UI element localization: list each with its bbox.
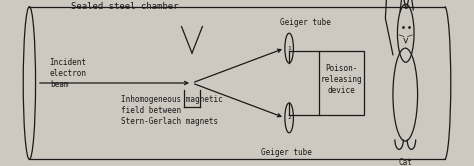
Text: 1: 1: [287, 46, 291, 51]
Text: Geiger tube: Geiger tube: [261, 148, 312, 157]
Text: Sealed steel chamber: Sealed steel chamber: [71, 2, 179, 11]
Text: Geiger tube: Geiger tube: [280, 18, 331, 27]
Text: 2: 2: [287, 115, 291, 120]
Text: Cat: Cat: [398, 158, 412, 166]
Text: Incident
electron
beam: Incident electron beam: [50, 58, 87, 89]
Text: Poison-
releasing
device: Poison- releasing device: [320, 64, 362, 95]
Bar: [319, 51, 364, 115]
Text: Inhomogeneous magnetic
field between
Stern-Gerlach magnets: Inhomogeneous magnetic field between Ste…: [121, 95, 223, 126]
